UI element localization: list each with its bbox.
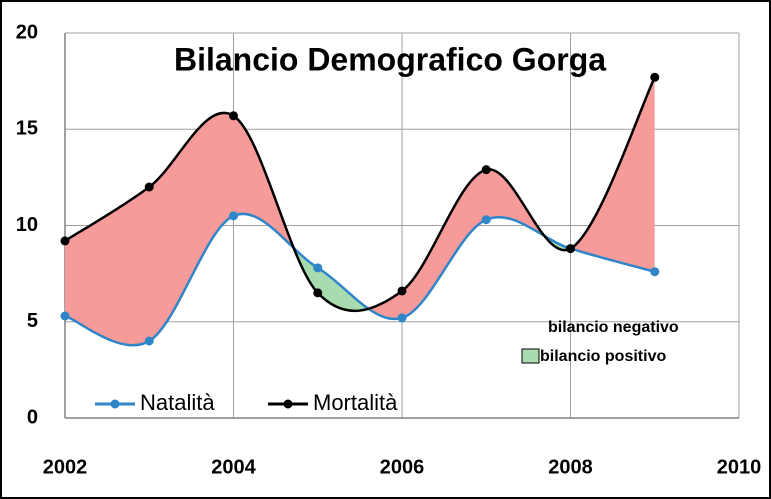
data-point [650, 267, 660, 277]
data-point [229, 211, 238, 221]
data-point [144, 336, 154, 346]
y-tick-label: 10 [16, 214, 38, 236]
chart-title: Bilancio Demografico Gorga [174, 41, 606, 77]
data-point [313, 288, 323, 298]
data-point [397, 313, 407, 323]
series-line [64, 212, 656, 347]
data-point [481, 165, 491, 175]
x-tick-label: 2002 [43, 456, 88, 478]
data-point [566, 244, 575, 254]
x-tick-label: 2006 [380, 456, 425, 478]
y-tick-label: 20 [16, 21, 38, 43]
x-tick-label: 2008 [548, 456, 593, 478]
negative-balance-area [65, 77, 655, 346]
legend-swatch [521, 348, 540, 364]
legend-label: Mortalità [313, 390, 398, 415]
legend-label: bilancio negativo [548, 319, 679, 336]
data-point [650, 72, 660, 82]
data-point [60, 311, 70, 321]
data-point [144, 182, 154, 192]
legend-label: bilancio positivo [540, 348, 666, 365]
legend-marker [110, 399, 120, 409]
legend-label: Natalità [140, 390, 215, 415]
x-tick-label: 2010 [717, 456, 762, 478]
data-point [313, 263, 323, 273]
legend-marker [283, 399, 293, 409]
y-tick-label: 0 [27, 406, 38, 428]
data-point [229, 111, 238, 121]
data-point [397, 286, 407, 296]
y-tick-label: 5 [27, 310, 38, 332]
y-tick-label: 15 [16, 118, 38, 140]
x-tick-label: 2004 [211, 456, 256, 478]
data-point [481, 215, 491, 225]
data-point [60, 236, 70, 246]
